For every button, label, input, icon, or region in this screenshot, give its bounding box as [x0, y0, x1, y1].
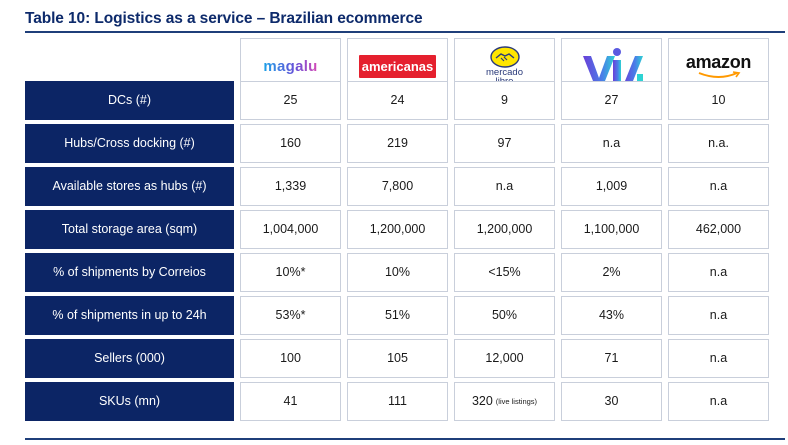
cell-24h-americanas: 51%	[347, 296, 448, 335]
cell-skus-americanas: 111	[347, 382, 448, 421]
bottom-divider	[25, 438, 785, 440]
cell-skus-mercado-libre: 320 (live listings)	[454, 382, 555, 421]
cell-hubs-magalu: 160	[240, 124, 341, 163]
americanas-logo: americanas	[358, 54, 437, 78]
cell-24h-mercado-libre: 50%	[454, 296, 555, 335]
cell-sellers-mercado-libre: 12,000	[454, 339, 555, 378]
cell-sellers-americanas: 105	[347, 339, 448, 378]
cell-correios-amazon: n.a	[668, 253, 769, 292]
cell-correios-mercado-libre: <15%	[454, 253, 555, 292]
cell-skus-via: 30	[561, 382, 662, 421]
cell-storage-mercado-libre: 1,200,000	[454, 210, 555, 249]
row-label-correios: % of shipments by Correios	[25, 253, 234, 292]
cell-stores-amazon: n.a	[668, 167, 769, 206]
mercado-libre-logo: mercado libre	[486, 46, 523, 86]
cell-dcs-via: 27	[561, 81, 662, 120]
cell-24h-via: 43%	[561, 296, 662, 335]
cell-storage-magalu: 1,004,000	[240, 210, 341, 249]
cell-stores-mercado-libre: n.a	[454, 167, 555, 206]
cell-correios-magalu: 10%*	[240, 253, 341, 292]
table-title: Table 10: Logistics as a service – Brazi…	[25, 10, 423, 27]
row-label-skus: SKUs (mn)	[25, 382, 234, 421]
row-label-hubs: Hubs/Cross docking (#)	[25, 124, 234, 163]
cell-dcs-mercado-libre: 9	[454, 81, 555, 120]
cell-skus-magalu: 41	[240, 382, 341, 421]
cell-storage-americanas: 1,200,000	[347, 210, 448, 249]
cell-stores-americanas: 7,800	[347, 167, 448, 206]
cell-sellers-magalu: 100	[240, 339, 341, 378]
cell-correios-via: 2%	[561, 253, 662, 292]
cell-hubs-via: n.a	[561, 124, 662, 163]
cell-skus-amazon: n.a	[668, 382, 769, 421]
cell-dcs-amazon: 10	[668, 81, 769, 120]
cell-24h-amazon: n.a	[668, 296, 769, 335]
amazon-wordmark: amazon	[685, 51, 752, 72]
company-header-americanas: americanas	[347, 38, 448, 94]
cell-dcs-americanas: 24	[347, 81, 448, 120]
mercado-libre-line1: mercado	[486, 67, 523, 78]
cell-hubs-amazon: n.a.	[668, 124, 769, 163]
amazon-smile-icon	[698, 70, 740, 78]
amazon-logo: amazon	[685, 51, 752, 79]
handshake-icon	[489, 46, 520, 68]
cell-storage-via: 1,100,000	[561, 210, 662, 249]
cell-hubs-americanas: 219	[347, 124, 448, 163]
title-divider	[25, 31, 785, 33]
cell-stores-via: 1,009	[561, 167, 662, 206]
cell-24h-magalu: 53%*	[240, 296, 341, 335]
cell-sellers-amazon: n.a	[668, 339, 769, 378]
row-label-dcs: DCs (#)	[25, 81, 234, 120]
row-label-24h: % of shipments in up to 24h	[25, 296, 234, 335]
skus-live-listings-note: (live listings)	[495, 396, 538, 406]
row-label-storage-area: Total storage area (sqm)	[25, 210, 234, 249]
cell-dcs-magalu: 25	[240, 81, 341, 120]
cell-correios-americanas: 10%	[347, 253, 448, 292]
cell-stores-magalu: 1,339	[240, 167, 341, 206]
skus-mercado-libre-value: 320	[471, 394, 493, 409]
logistics-table: magalu americanas mercado libre	[25, 38, 769, 421]
cell-hubs-mercado-libre: 97	[454, 124, 555, 163]
magalu-logo: magalu	[263, 57, 318, 75]
cell-sellers-via: 71	[561, 339, 662, 378]
row-label-sellers: Sellers (000)	[25, 339, 234, 378]
cell-storage-amazon: 462,000	[668, 210, 769, 249]
row-label-stores-as-hubs: Available stores as hubs (#)	[25, 167, 234, 206]
